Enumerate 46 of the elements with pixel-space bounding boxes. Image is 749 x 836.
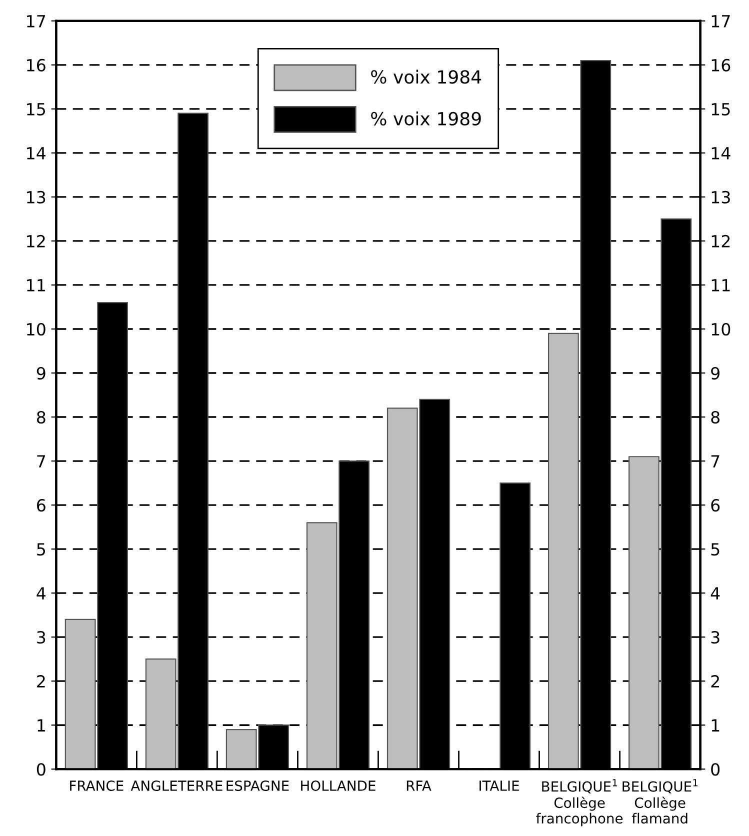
y2-tick-label: 8 [711,410,720,424]
x-tick-label: ESPAGNE [226,780,289,791]
y-tick-label: 10 [27,322,46,336]
y-tick-label: 12 [27,234,45,248]
y2-tick-label: 15 [712,103,730,116]
x-tick-label: FRANCE [70,780,124,791]
y-tick-label: 17 [27,15,46,28]
y-tick-label: 5 [37,543,45,556]
x-tick-label: ANGLETERRE [130,780,222,791]
y2-tick-label: 16 [712,58,730,72]
y-tick-label: 8 [36,410,46,424]
y-tick-label: 9 [36,366,46,380]
y-tick-label: 14 [27,147,46,160]
y2-tick-label: 2 [711,675,719,688]
y2-tick-label: 13 [712,190,730,204]
y-tick-label: 16 [27,58,46,72]
y2-tick-label: 10 [712,322,730,336]
category-label: BELGIQUE$^{1}$ Collège flamand [622,779,698,824]
x-tick-label: HOLLANDE [301,780,376,791]
y-tick-label: 0 [36,763,46,776]
y-tick-label: 1 [38,719,45,732]
y-tick-label: 3 [37,631,46,644]
y-tick-label: 13 [27,190,46,204]
category-label: BELGIQUE$^{1}$ Collège francophone [536,779,623,826]
legend-label: % voix 1989 [371,112,481,126]
y2-tick-label: 6 [711,499,720,512]
y2-tick-label: 1 [712,719,720,732]
y-tick-label: 2 [37,675,45,688]
y2-tick-label: 4 [710,587,720,600]
y2-tick-label: 12 [712,234,730,248]
y-tick-label: 6 [37,499,46,512]
y-tick-label: 4 [36,587,46,600]
y2-tick-label: 14 [712,147,730,160]
x-tick-label: RFA [406,780,432,791]
y2-tick-label: 3 [711,631,720,644]
y-tick-label: 15 [27,103,45,116]
y2-tick-label: 11 [712,279,730,292]
legend-label: % voix 1984 [371,70,482,84]
y2-tick-label: 5 [711,543,720,556]
y-tick-label: 11 [27,279,45,292]
y2-tick-label: 9 [711,366,720,380]
x-tick-label: ITALIE [480,780,519,791]
y2-tick-label: 17 [712,15,730,28]
y2-tick-label: 0 [711,763,720,776]
y2-tick-label: 7 [711,455,720,468]
y-tick-label: 7 [37,455,46,468]
